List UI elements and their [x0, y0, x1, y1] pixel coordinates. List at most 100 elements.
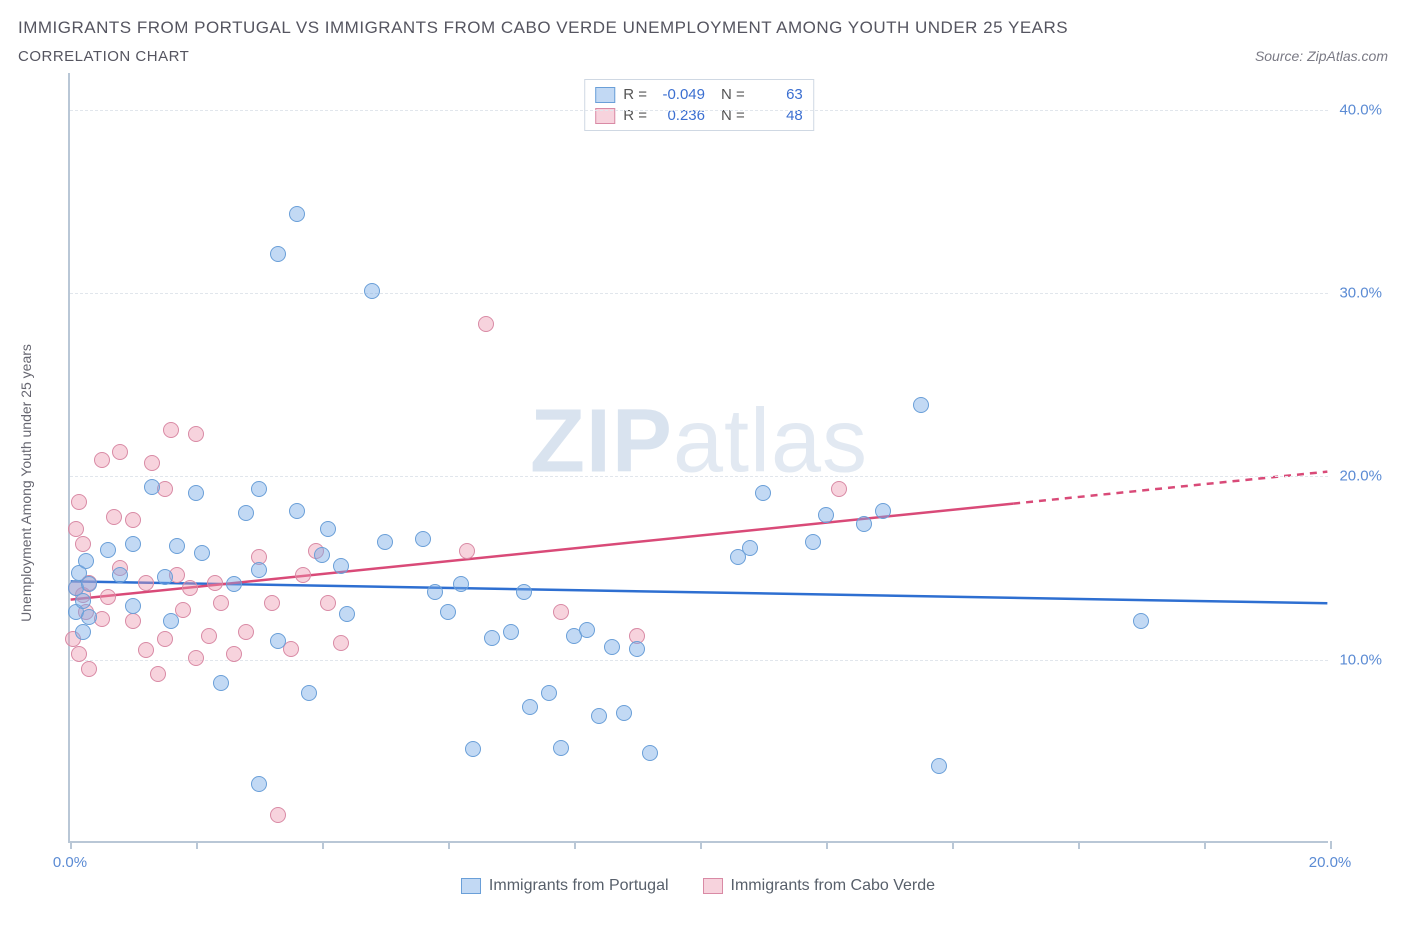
point-portugal [270, 246, 286, 262]
correlation-legend: R =-0.049N =63R =0.236N =48 [584, 79, 814, 131]
point-portugal [377, 534, 393, 550]
point-cabo-verde [226, 646, 242, 662]
point-cabo-verde [68, 521, 84, 537]
point-portugal [1133, 613, 1149, 629]
source-attribution: Source: ZipAtlas.com [1255, 48, 1388, 64]
point-cabo-verde [188, 650, 204, 666]
point-cabo-verde [831, 481, 847, 497]
point-cabo-verde [333, 635, 349, 651]
point-portugal [913, 397, 929, 413]
point-portugal [427, 584, 443, 600]
point-portugal [157, 569, 173, 585]
legend-row: R =0.236N =48 [595, 105, 803, 126]
point-cabo-verde [138, 575, 154, 591]
point-portugal [320, 521, 336, 537]
point-cabo-verde [71, 646, 87, 662]
point-cabo-verde [100, 589, 116, 605]
point-portugal [333, 558, 349, 574]
point-portugal [289, 206, 305, 222]
gridline [70, 476, 1328, 477]
point-portugal [125, 536, 141, 552]
point-portugal [75, 593, 91, 609]
x-tick [700, 841, 702, 849]
point-portugal [125, 598, 141, 614]
gridline [70, 293, 1328, 294]
point-portugal [251, 776, 267, 792]
point-portugal [238, 505, 254, 521]
point-cabo-verde [238, 624, 254, 640]
point-cabo-verde [112, 444, 128, 460]
point-portugal [78, 553, 94, 569]
y-axis-label: Unemployment Among Youth under 25 years [18, 344, 34, 622]
x-tick [574, 841, 576, 849]
point-cabo-verde [213, 595, 229, 611]
x-tick [1078, 841, 1080, 849]
point-portugal [604, 639, 620, 655]
point-cabo-verde [125, 613, 141, 629]
y-tick-label: 20.0% [1339, 468, 1382, 485]
point-cabo-verde [125, 512, 141, 528]
point-cabo-verde [81, 661, 97, 677]
point-cabo-verde [175, 602, 191, 618]
gridline [70, 660, 1328, 661]
point-portugal [213, 675, 229, 691]
point-portugal [875, 503, 891, 519]
x-tick [826, 841, 828, 849]
legend-swatch [703, 878, 723, 894]
series-legend: Immigrants from Portugal Immigrants from … [68, 877, 1328, 895]
point-portugal [642, 745, 658, 761]
legend-item: Immigrants from Portugal [461, 877, 669, 895]
point-cabo-verde [75, 536, 91, 552]
point-portugal [251, 562, 267, 578]
point-portugal [742, 540, 758, 556]
point-cabo-verde [459, 543, 475, 559]
point-portugal [931, 758, 947, 774]
point-portugal [805, 534, 821, 550]
chart-container: Unemployment Among Youth under 25 years … [18, 73, 1388, 893]
legend-item: Immigrants from Cabo Verde [703, 877, 936, 895]
point-portugal [818, 507, 834, 523]
point-portugal [188, 485, 204, 501]
legend-row: R =-0.049N =63 [595, 84, 803, 105]
y-tick-label: 40.0% [1339, 101, 1382, 118]
legend-label: Immigrants from Portugal [489, 877, 669, 895]
point-cabo-verde [553, 604, 569, 620]
point-portugal [856, 516, 872, 532]
x-tick-label: 0.0% [53, 854, 87, 871]
point-cabo-verde [320, 595, 336, 611]
point-cabo-verde [71, 494, 87, 510]
point-portugal [314, 547, 330, 563]
point-portugal [100, 542, 116, 558]
y-tick-label: 10.0% [1339, 651, 1382, 668]
y-tick-label: 30.0% [1339, 285, 1382, 302]
x-tick [1330, 841, 1332, 849]
x-tick [70, 841, 72, 849]
point-portugal [75, 624, 91, 640]
legend-swatch [461, 878, 481, 894]
x-tick [322, 841, 324, 849]
point-cabo-verde [138, 642, 154, 658]
point-portugal [81, 576, 97, 592]
point-portugal [364, 283, 380, 299]
point-portugal [270, 633, 286, 649]
point-portugal [169, 538, 185, 554]
point-portugal [755, 485, 771, 501]
plot-area: ZIPatlas R =-0.049N =63R =0.236N =48 10.… [68, 73, 1328, 843]
point-portugal [453, 576, 469, 592]
point-cabo-verde [106, 509, 122, 525]
point-cabo-verde [295, 567, 311, 583]
point-portugal [339, 606, 355, 622]
trend-lines [70, 73, 1328, 841]
point-portugal [81, 609, 97, 625]
x-tick [1204, 841, 1206, 849]
point-portugal [112, 567, 128, 583]
point-portugal [415, 531, 431, 547]
point-cabo-verde [144, 455, 160, 471]
x-tick [448, 841, 450, 849]
x-tick [952, 841, 954, 849]
point-cabo-verde [150, 666, 166, 682]
point-portugal [541, 685, 557, 701]
point-portugal [251, 481, 267, 497]
point-portugal [163, 613, 179, 629]
x-tick-label: 20.0% [1309, 854, 1352, 871]
